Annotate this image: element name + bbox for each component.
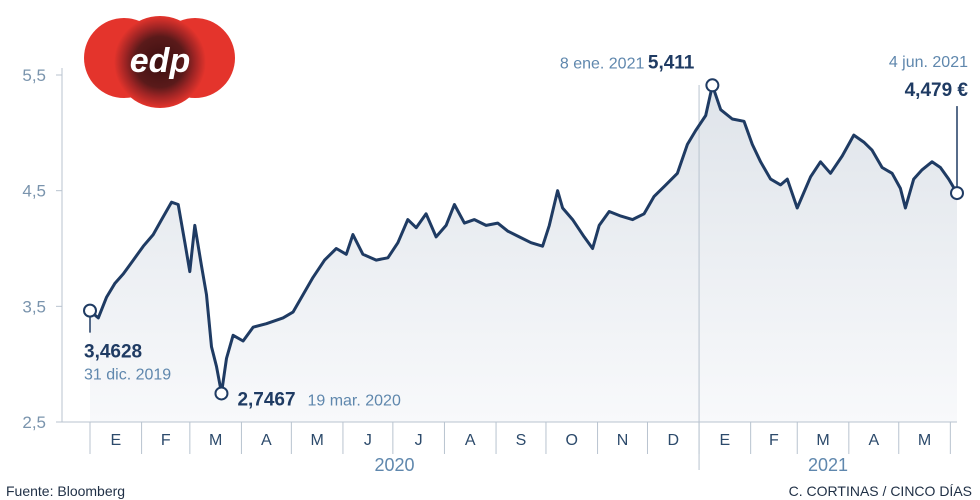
- y-tick-label: 2,5: [22, 413, 46, 432]
- end-value: 4,479 €: [905, 80, 969, 101]
- start-value: 3,4628: [84, 342, 142, 363]
- edp-logo: edp: [84, 16, 235, 108]
- max-date: 8 ene. 2021: [560, 55, 645, 72]
- month-label: A: [261, 432, 272, 449]
- month-label: N: [617, 432, 629, 449]
- month-label: E: [720, 432, 731, 449]
- axes: 5,5 4,5 3,5 2,5 E F M A M J J A S O N D E F M A M 2020 2021: [22, 66, 957, 475]
- min-value: 2,7467: [237, 389, 295, 410]
- month-label: E: [110, 432, 121, 449]
- source-note: Fuente: Bloomberg: [6, 483, 126, 499]
- month-label: M: [918, 432, 931, 449]
- month-label: D: [667, 432, 679, 449]
- y-tick-label: 5,5: [22, 66, 46, 85]
- price-line: [89, 83, 959, 395]
- y-tick-label: 3,5: [22, 297, 46, 316]
- month-label: F: [161, 432, 171, 449]
- end-date: 4 jun. 2021: [889, 54, 968, 71]
- month-label: A: [868, 432, 879, 449]
- month-label: M: [816, 432, 829, 449]
- logo-text: edp: [130, 42, 190, 80]
- year-label-2020: 2020: [375, 455, 415, 475]
- y-tick-label: 4,5: [22, 182, 46, 201]
- month-label: F: [769, 432, 779, 449]
- month-label: M: [310, 432, 323, 449]
- month-label: J: [415, 432, 423, 449]
- month-label: O: [566, 432, 578, 449]
- price-area: [90, 85, 957, 423]
- month-label: J: [364, 432, 372, 449]
- annotations: 3,4628 31 dic. 2019 2,7467 19 mar. 2020 5,41…: [83, 52, 969, 410]
- start-date: 31 dic. 2019: [84, 367, 171, 384]
- max-value: 5,411: [648, 52, 695, 73]
- year-label-2021: 2021: [808, 455, 848, 475]
- max-marker: [705, 78, 720, 93]
- min-date: 19 mar. 2020: [307, 392, 401, 409]
- month-label: S: [516, 432, 527, 449]
- credit-note: C. CORTINAS / CINCO DÍAS: [788, 483, 972, 499]
- month-label: M: [209, 432, 222, 449]
- end-marker: [950, 186, 964, 201]
- min-marker: [214, 386, 229, 401]
- start-marker: [83, 303, 97, 318]
- month-label: A: [465, 432, 476, 449]
